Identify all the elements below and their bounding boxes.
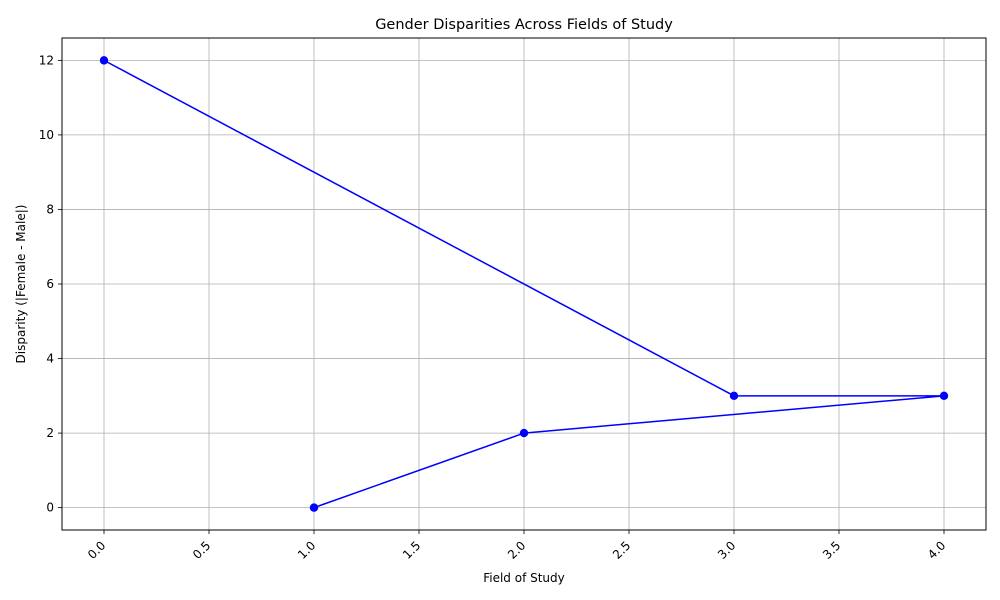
y-axis-ticks: 0 2 4 6 8 10 12: [39, 53, 62, 515]
y-tick-label: 10: [39, 128, 54, 142]
y-tick-label: 8: [46, 202, 54, 216]
data-point: [99, 56, 109, 65]
y-tick-label: 12: [39, 53, 54, 67]
data-point: [519, 428, 529, 438]
x-axis-label: Field of Study: [483, 571, 565, 585]
data-point: [309, 503, 319, 512]
data-point: [939, 391, 949, 401]
chart-title: Gender Disparities Across Fields of Stud…: [375, 17, 673, 33]
y-axis-label: Disparity (|Female - Male|): [14, 205, 28, 364]
y-tick-label: 6: [46, 277, 54, 291]
y-tick-label: 2: [46, 426, 54, 440]
series-layer: [99, 56, 949, 512]
y-tick-label: 0: [46, 501, 54, 515]
data-point: [729, 391, 739, 401]
y-tick-label: 4: [46, 352, 54, 366]
